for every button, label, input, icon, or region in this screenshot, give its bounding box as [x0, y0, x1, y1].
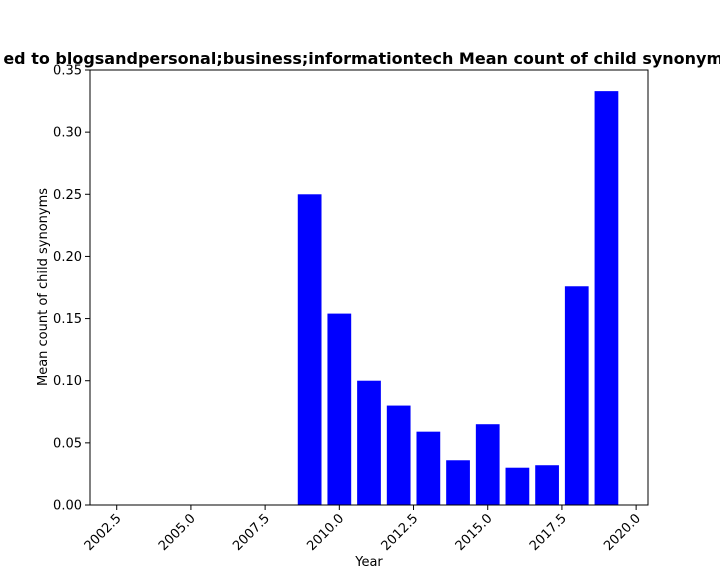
x-tick-label: 2015.0 — [453, 511, 496, 554]
y-tick-label: 0.35 — [53, 64, 82, 79]
x-tick-label: 2012.5 — [379, 511, 422, 554]
x-tick-label: 2005.0 — [156, 511, 199, 554]
x-tick-label: 2010.0 — [304, 511, 347, 554]
y-tick-label: 0.25 — [53, 188, 82, 203]
y-tick-label: 0.00 — [53, 499, 82, 514]
x-tick-label: 2002.5 — [82, 511, 125, 554]
bar-2011 — [357, 380, 381, 505]
bar-2014 — [446, 460, 470, 505]
bar-2016 — [505, 467, 530, 505]
chart-title: ed to blogsandpersonal;business;informat… — [3, 49, 720, 68]
plot-area: 2002.5 2005.0 2007.5 2010.0 2012.5 2015.0 2017… — [53, 64, 649, 554]
plot-frame — [89, 69, 649, 506]
bar-2015 — [475, 424, 500, 505]
bar-2019 — [594, 91, 619, 505]
bar-2012 — [386, 405, 411, 505]
y-tick-label: 0.30 — [53, 126, 82, 141]
x-tick-label: 2007.5 — [230, 511, 273, 554]
y-tick-label: 0.10 — [53, 374, 82, 389]
bar-2017 — [535, 465, 559, 505]
x-tick-label: 2017.5 — [527, 511, 570, 554]
y-tick-label: 0.20 — [53, 250, 82, 265]
x-tick-label: 2020.0 — [601, 511, 644, 554]
y-tick-label: 0.15 — [53, 312, 82, 327]
bar-2009 — [297, 194, 322, 506]
bar-2010 — [327, 313, 352, 505]
y-axis-label: Mean count of child synonyms — [36, 188, 51, 386]
y-tick-label: 0.05 — [53, 436, 82, 451]
x-axis-ticks: 2002.5 2005.0 2007.5 2010.0 2012.5 2015.0 2017… — [82, 505, 644, 554]
bars-group — [297, 91, 619, 506]
bar-2013 — [416, 431, 441, 505]
y-axis-ticks: 0.00 0.05 0.10 0.15 0.20 0.25 0.30 0.35 — [53, 64, 90, 514]
bar-2018 — [564, 286, 589, 505]
x-axis-label: Year — [354, 555, 383, 570]
